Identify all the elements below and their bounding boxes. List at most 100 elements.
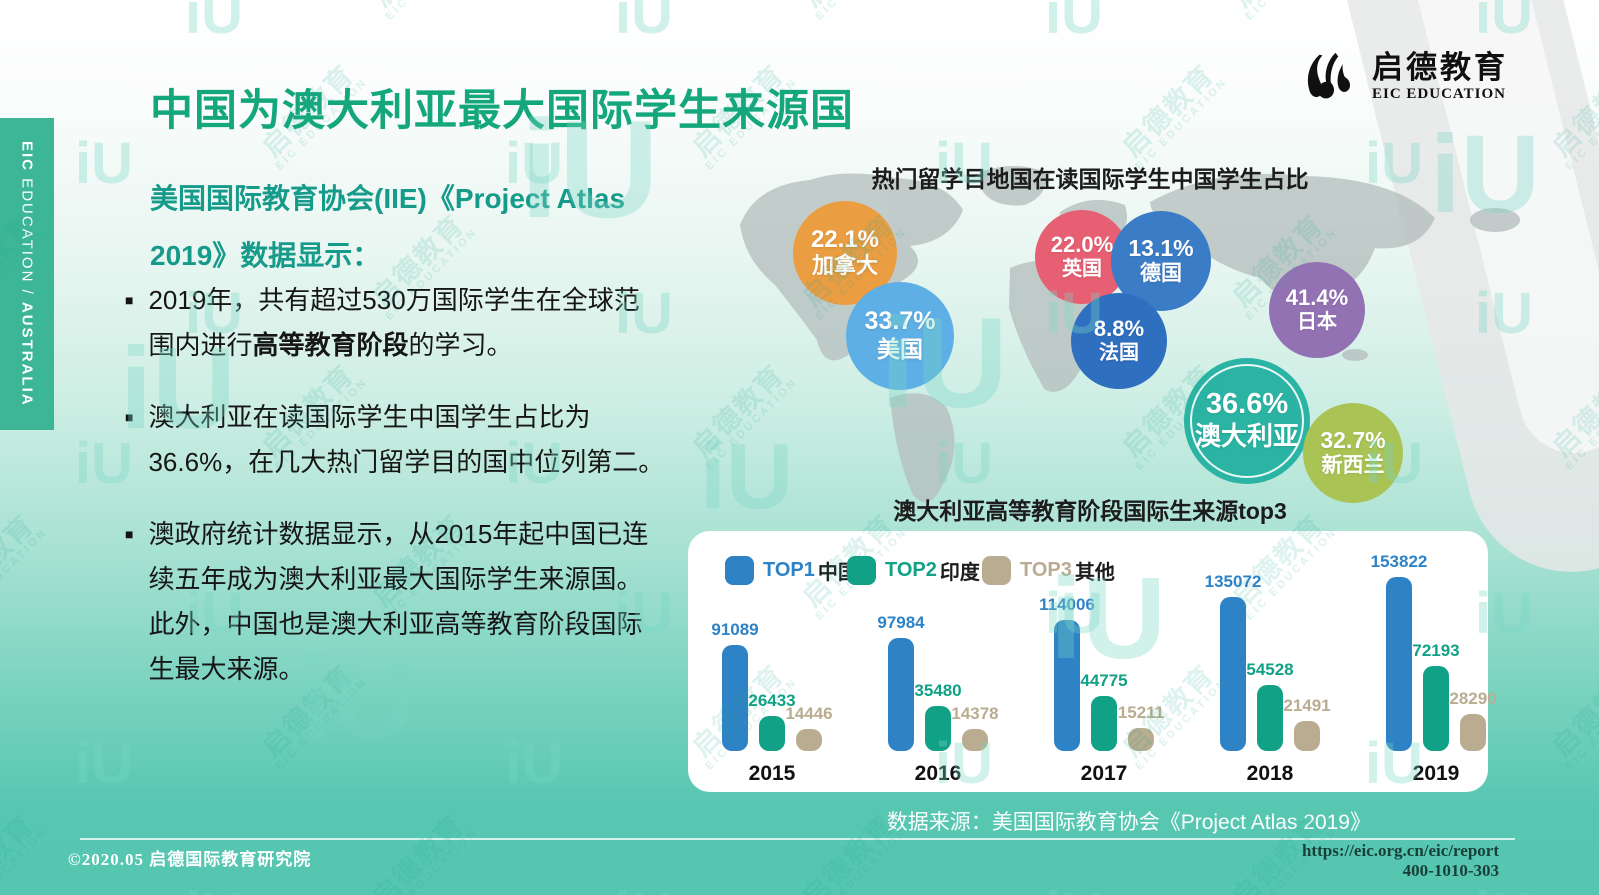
bar-value-label: 35480 — [914, 681, 962, 700]
bar-value-label: 44775 — [1080, 671, 1128, 690]
bar-value-label: 114006 — [1039, 595, 1095, 614]
bar-value-label: 54528 — [1246, 660, 1294, 679]
watermark-iu-logo-icon: iU — [1045, 0, 1103, 46]
bullet-square-icon: ■ — [125, 292, 134, 308]
bar-top1-2019 — [1386, 577, 1412, 751]
bar-top3-2019 — [1460, 714, 1486, 751]
watermark-brand-cn: 启德教育 — [364, 0, 472, 15]
bar-value-label: 15211 — [1117, 703, 1165, 722]
watermark-brand-en: EIC EDUCATION — [0, 525, 51, 623]
bar-year-label: 2018 — [1246, 762, 1294, 785]
bar-top3-2017 — [1128, 728, 1154, 751]
sidebar-tab: EIC EDUCATION / AUSTRALIA — [0, 118, 54, 430]
bar-top1-2018 — [1220, 597, 1246, 751]
watermark-iu-logo-icon: iU — [615, 885, 673, 895]
bar-year-label: 2015 — [748, 762, 796, 785]
legend-item-top3: TOP3 其他 — [982, 556, 1115, 585]
brand-name-en: EIC EDUCATION — [1372, 85, 1506, 102]
bar-value-label: 28290 — [1449, 689, 1497, 708]
footer-divider — [80, 838, 1515, 840]
intro-text: 美国国际教育协会(IIE)《Project Atlas 2019》数据显示： — [150, 170, 625, 284]
bar-top2-2019 — [1423, 666, 1449, 751]
watermark-iu-logo-icon: iU — [185, 0, 243, 46]
bar-top2-2016 — [925, 706, 951, 751]
copyright-text: ©2020.05 启德国际教育研究院 — [68, 850, 312, 869]
watermark-brand-en: EIC EDUCATION — [813, 825, 911, 895]
watermark-brand-en: EIC EDUCATION — [0, 825, 51, 895]
legend-rank: TOP2 — [885, 559, 937, 581]
bubble-new-zealand: 32.7% 新西兰 — [1303, 403, 1403, 503]
watermark-brand-cn: 启德教育 — [1546, 659, 1599, 763]
bar-value-label: 91089 — [711, 620, 759, 639]
bar-year-label: 2019 — [1412, 762, 1460, 785]
bullet-text: 澳政府统计数据显示，从2015年起中国已连续五年成为澳大利亚最大国际学生来源国。… — [148, 519, 649, 684]
continent-greenland — [980, 166, 1046, 206]
watermark-brand-cn: 启德教育 — [0, 0, 43, 15]
bar-top3-2018 — [1294, 721, 1320, 751]
watermark-brand-en: EIC EDUCATION — [0, 0, 51, 23]
bubble-country: 美国 — [877, 335, 923, 362]
bubble-value: 32.7% — [1320, 426, 1386, 453]
bubble-country: 新西兰 — [1321, 454, 1385, 478]
legend-swatch — [725, 556, 754, 585]
bubble-usa: 33.7% 美国 — [846, 282, 954, 390]
legend-name: 印度 — [939, 562, 980, 584]
watermark-brand-cn: 启德教育 — [0, 509, 40, 613]
watermark-brand-cn: 启德教育 — [1224, 0, 1332, 15]
watermark-iu-logo-icon: iU — [185, 885, 243, 895]
bar-value-label: 153822 — [1370, 552, 1428, 571]
bullet-square-icon: ■ — [125, 409, 134, 425]
bullet-text: 澳大利亚在读国际学生中国学生占比为36.6%，在几大热门留学目的国中位列第二。 — [148, 402, 665, 477]
legend-rank: TOP1 — [763, 559, 815, 581]
bar-top1-2016 — [888, 638, 914, 751]
legend-name: 其他 — [1074, 562, 1115, 584]
watermark-brand-cn: 启德教育 — [1116, 59, 1220, 163]
bullet-square-icon: ■ — [125, 526, 134, 542]
sidebar-vertical-label: EIC EDUCATION / AUSTRALIA — [18, 141, 36, 407]
land-east-tip — [1470, 208, 1520, 232]
bubble-australia: 36.6% 澳大利亚 — [1184, 358, 1310, 484]
bubble-value: 22.0% — [1050, 231, 1114, 257]
bar-chart-title: 澳大利亚高等教育阶段国际生来源top3 — [893, 498, 1287, 524]
legend-swatch — [847, 556, 876, 585]
bubble-country: 英国 — [1062, 258, 1102, 281]
bar-value-label: 97984 — [877, 613, 925, 632]
bar-group-2018: 135072 54528 21491 2018 — [1205, 531, 1331, 792]
bullet-text: 2019年，共有超过530万国际学生在全球范围内进行高等教育阶段的学习。 — [148, 285, 640, 360]
bullet-item-2: ■ 澳大利亚在读国际学生中国学生占比为36.6%，在几大热门留学目的国中位列第二。 — [125, 395, 665, 485]
watermark-brand-cn: 启德教育 — [0, 809, 40, 895]
watermark-iu-logo-icon: iU — [1045, 885, 1103, 895]
bubble-germany: 13.1% 德国 — [1111, 211, 1211, 311]
bubble-ring — [1190, 364, 1304, 478]
bar-top2-2015 — [759, 716, 785, 751]
bubble-value: 33.7% — [864, 307, 936, 336]
bubble-value: 8.8% — [1093, 315, 1145, 341]
bar-year-label: 2016 — [914, 762, 962, 785]
bullet-item-1: ■ 2019年，共有超过530万国际学生在全球范围内进行高等教育阶段的学习。 — [125, 278, 665, 368]
bar-group-2019: 153822 72193 28290 2019 — [1371, 531, 1497, 792]
legend-swatch — [982, 556, 1011, 585]
bubble-value: 41.4% — [1285, 284, 1349, 310]
bar-top2-2017 — [1091, 696, 1117, 751]
bar-value-label: 21491 — [1283, 696, 1331, 715]
bubble-japan: 41.4% 日本 — [1269, 262, 1365, 358]
watermark-iu-logo-icon: iU — [505, 731, 563, 796]
bar-top3-2016 — [962, 729, 988, 751]
watermark-iu-logo-icon: iU — [75, 131, 133, 196]
islands-sea2 — [1342, 349, 1368, 361]
bar-value-label: 14446 — [785, 704, 833, 723]
bar-top1-2015 — [722, 645, 748, 751]
page-title: 中国为澳大利亚最大国际学生来源国 — [150, 87, 854, 135]
bar-top3-2015 — [796, 729, 822, 751]
continent-south-america — [890, 393, 955, 503]
watermark-iu-logo-icon: iU — [615, 0, 673, 46]
eic-logo-text: 启德教育 EIC EDUCATION — [1372, 51, 1508, 102]
watermark-brand-en: EIC EDUCATION — [1563, 675, 1599, 773]
